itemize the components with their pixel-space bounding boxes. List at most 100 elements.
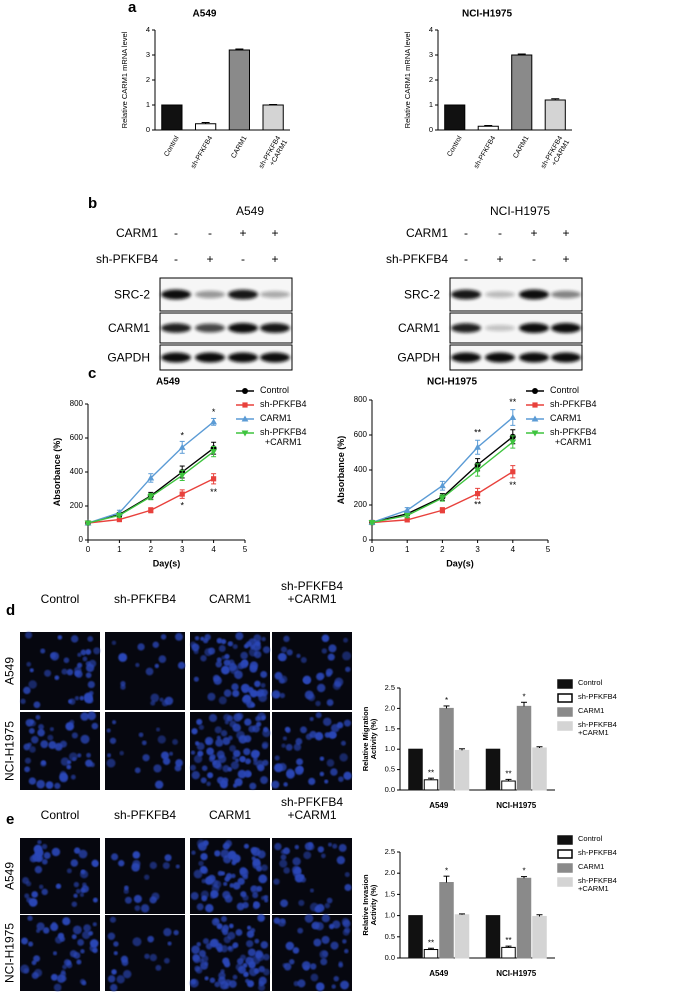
panel-label: e bbox=[6, 811, 15, 828]
band-label: GAPDH bbox=[397, 351, 440, 365]
x-tick-label: 1 bbox=[117, 545, 122, 554]
bar bbox=[262, 104, 284, 131]
condition-sign: + bbox=[530, 226, 537, 240]
legend-swatch bbox=[557, 707, 573, 717]
cell bbox=[242, 894, 249, 901]
point bbox=[404, 517, 410, 523]
cell bbox=[70, 859, 79, 867]
cell bbox=[249, 664, 258, 673]
cell bbox=[283, 635, 290, 643]
cell bbox=[240, 651, 248, 660]
blot-band bbox=[195, 290, 225, 299]
blot-band bbox=[161, 323, 191, 333]
cell bbox=[260, 670, 268, 678]
cell bbox=[57, 635, 63, 640]
cell bbox=[261, 743, 268, 750]
cell bbox=[132, 851, 141, 859]
bar bbox=[439, 707, 454, 791]
cell bbox=[321, 634, 330, 643]
cell bbox=[149, 861, 157, 870]
cell bbox=[34, 848, 44, 858]
cell bbox=[124, 896, 132, 904]
cell bbox=[199, 958, 205, 964]
cell bbox=[163, 927, 172, 937]
cell bbox=[91, 859, 99, 867]
cell bbox=[25, 718, 34, 727]
cell bbox=[232, 881, 241, 890]
cell bbox=[206, 747, 214, 756]
cell bbox=[85, 661, 91, 667]
cell bbox=[293, 980, 300, 987]
significance: ** bbox=[474, 499, 482, 509]
bar bbox=[516, 877, 532, 959]
cell bbox=[321, 935, 330, 944]
y-tick-label: 1 bbox=[146, 100, 150, 109]
y-tick-label: 1.0 bbox=[385, 911, 395, 920]
significance: * bbox=[180, 431, 184, 441]
cell bbox=[236, 902, 245, 911]
y-tick-label: 4 bbox=[146, 25, 150, 34]
cell bbox=[340, 980, 349, 990]
cell bbox=[34, 865, 43, 874]
y-axis-label: Relative Invasion Activity (%) bbox=[360, 874, 378, 936]
cell bbox=[194, 635, 200, 641]
condition-label: CARM1 bbox=[116, 226, 158, 240]
cell bbox=[339, 753, 348, 762]
cell bbox=[175, 632, 183, 641]
point bbox=[532, 388, 538, 394]
cell bbox=[48, 741, 57, 750]
cell bbox=[212, 759, 222, 769]
x-tick-label: 1 bbox=[405, 545, 410, 554]
cell bbox=[223, 689, 232, 698]
cell bbox=[298, 899, 305, 906]
cell bbox=[90, 762, 95, 768]
cell bbox=[164, 696, 174, 706]
bar bbox=[532, 747, 547, 791]
blot-band bbox=[228, 323, 258, 333]
cell bbox=[80, 869, 85, 874]
micrograph bbox=[105, 632, 185, 710]
cell bbox=[155, 964, 162, 971]
cell bbox=[342, 928, 350, 936]
cell bbox=[231, 683, 239, 691]
cell bbox=[145, 667, 154, 676]
cell bbox=[296, 653, 301, 659]
cell bbox=[252, 858, 261, 867]
cell bbox=[314, 731, 324, 741]
cell bbox=[73, 847, 81, 854]
cell bbox=[243, 643, 249, 649]
x-tick-label: NCI-H1975 bbox=[496, 801, 537, 810]
legend-label: sh-PFKFB4 +CARM1 bbox=[260, 427, 307, 447]
y-tick-label: 0.5 bbox=[385, 932, 395, 941]
chart-title: NCI-H1975 bbox=[427, 377, 477, 388]
cell bbox=[191, 643, 200, 652]
cell bbox=[38, 884, 44, 890]
cell bbox=[196, 942, 202, 947]
cell bbox=[321, 950, 329, 957]
cell bbox=[62, 917, 71, 926]
cell bbox=[216, 637, 223, 644]
cell bbox=[193, 754, 203, 764]
cell bbox=[279, 859, 288, 868]
cell bbox=[321, 648, 327, 654]
point bbox=[368, 520, 376, 526]
cell bbox=[256, 721, 262, 727]
bar bbox=[454, 749, 470, 791]
cell bbox=[274, 755, 280, 761]
cell bbox=[211, 917, 220, 926]
blot-band bbox=[228, 352, 258, 363]
cell bbox=[75, 888, 81, 894]
cell bbox=[202, 938, 209, 945]
cell bbox=[50, 973, 58, 981]
y-tick-label: 200 bbox=[70, 501, 84, 510]
cell bbox=[173, 929, 179, 936]
cell bbox=[233, 749, 241, 758]
cell bbox=[28, 777, 37, 785]
cell bbox=[283, 867, 290, 874]
y-tick-label: 0 bbox=[429, 125, 433, 134]
cell bbox=[271, 780, 280, 789]
cell bbox=[315, 712, 322, 719]
cell bbox=[317, 846, 325, 853]
cell bbox=[61, 668, 68, 675]
cell bbox=[325, 668, 333, 676]
